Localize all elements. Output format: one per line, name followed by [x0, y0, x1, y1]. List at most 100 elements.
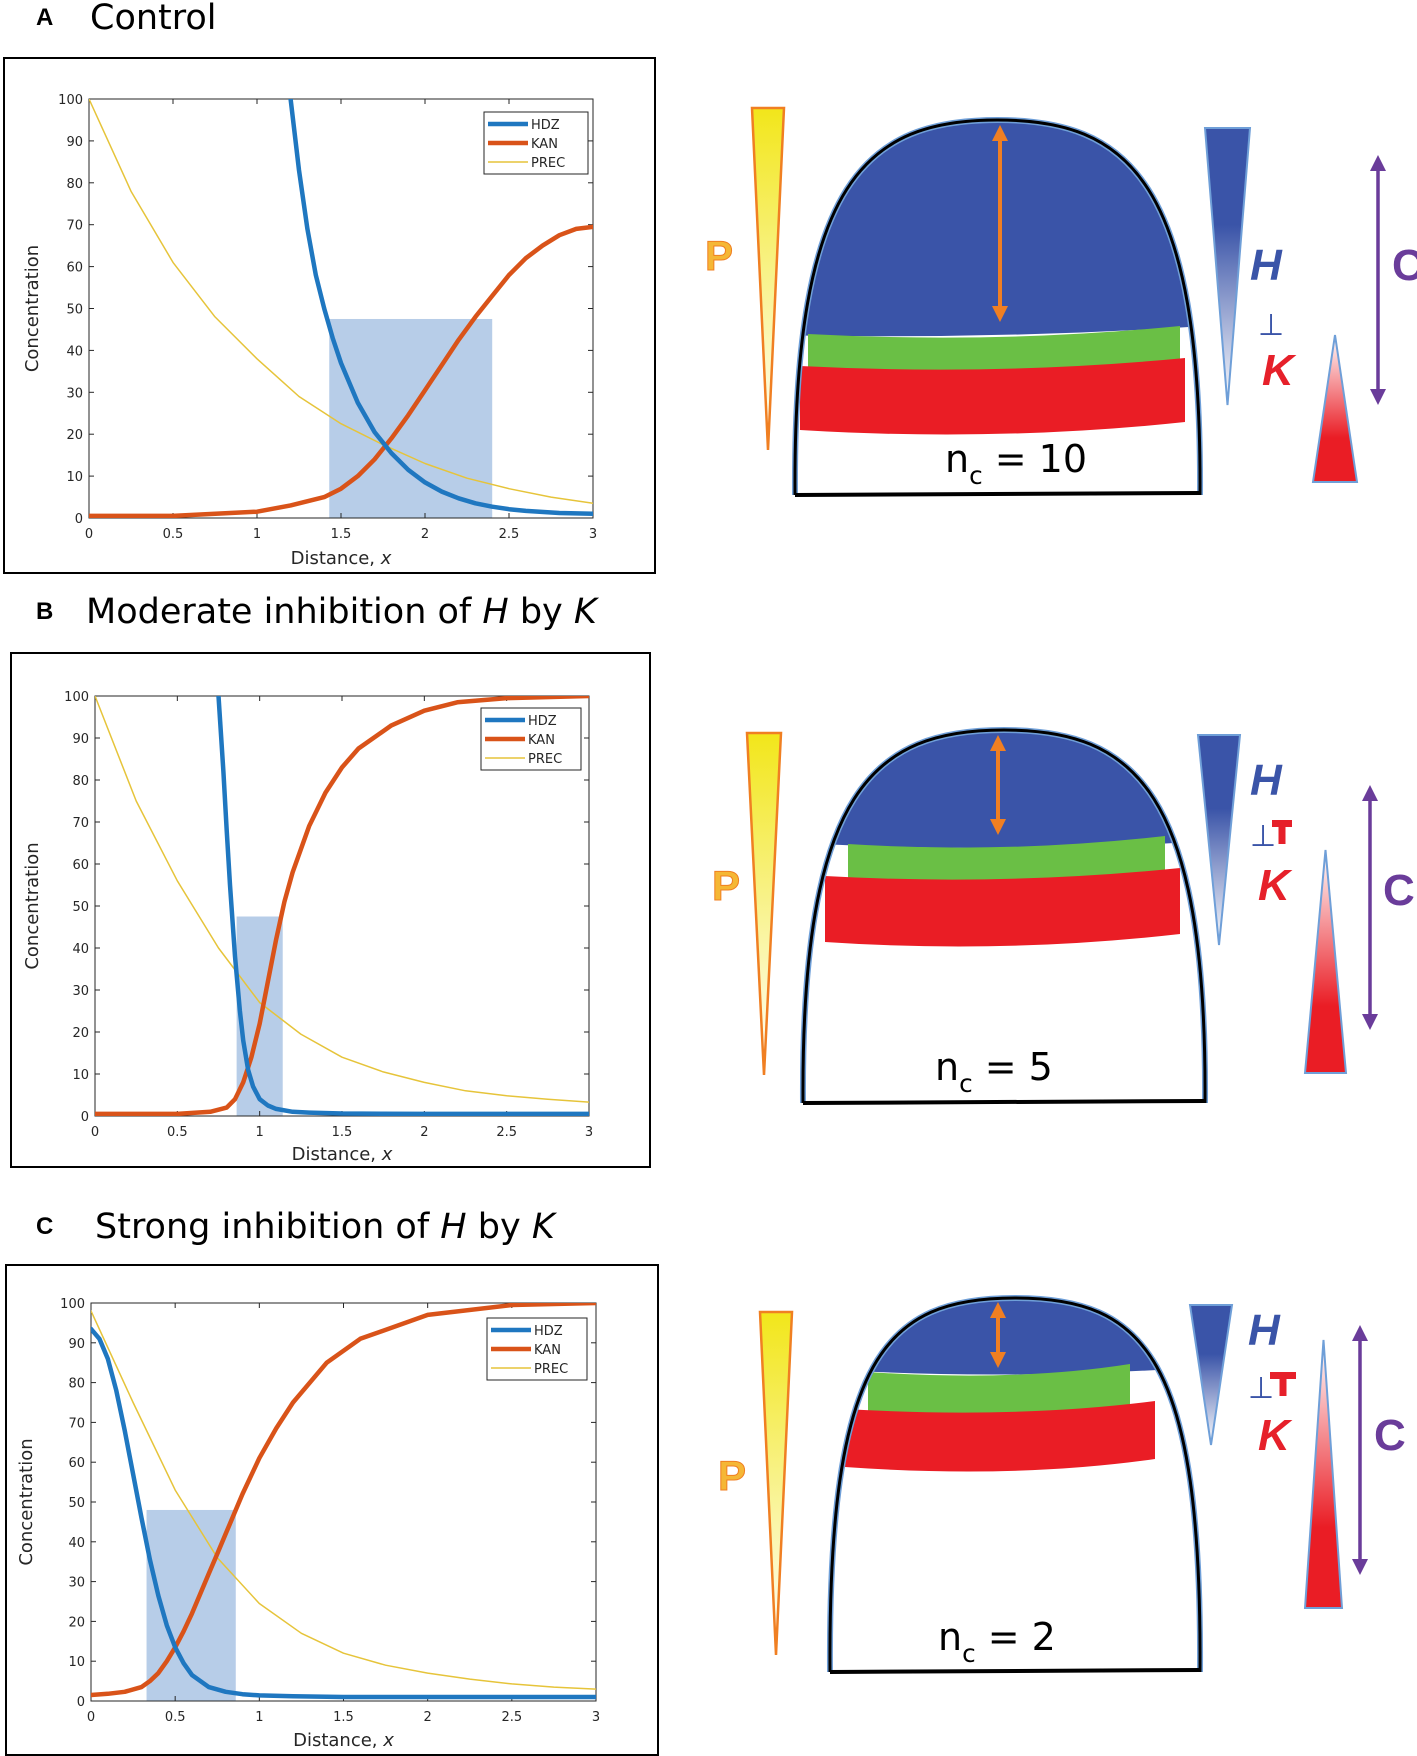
inhibition-symbol: ⊥ [1250, 819, 1276, 854]
title-part: by [466, 1207, 532, 1247]
y-tick-label: 90 [66, 135, 83, 150]
nc-n: n [935, 1045, 959, 1089]
dome-base [794, 491, 1201, 497]
x-axis-label-var: x [380, 548, 392, 569]
nc-n: n [945, 437, 969, 481]
y-tick-label: 40 [72, 942, 89, 957]
h-gradient-triangle [1188, 1304, 1234, 1446]
x-tick-label: 3 [592, 1710, 600, 1725]
c-arrow-head-bottom [1352, 1559, 1368, 1575]
h-label: H [1250, 756, 1283, 805]
x-tick-label: 0 [91, 1125, 99, 1140]
nc-value: = 10 [983, 437, 1087, 481]
dome-base [829, 1668, 1201, 1674]
series-prec-line [91, 1310, 596, 1690]
y-tick-label: 100 [64, 690, 89, 705]
y-tick-label: 80 [72, 774, 89, 789]
y-tick-label: 40 [66, 344, 83, 359]
panel-title: Control [90, 0, 217, 38]
series-hdz-line [91, 1326, 596, 1700]
inhibition-stem-red [1278, 820, 1286, 844]
title-part: Moderate inhibition of [86, 592, 483, 632]
y-tick-label: 70 [66, 219, 83, 234]
legend-entry-kan: KAN [534, 1343, 561, 1358]
p-label: P [718, 1452, 746, 1499]
x-axis-label-text: Distance, [293, 1730, 383, 1751]
x-tick-label: 3 [589, 527, 597, 542]
x-tick-label: 2 [421, 527, 429, 542]
k-label: K [1262, 346, 1297, 395]
orange-arrow-head-top [990, 1302, 1006, 1318]
legend-entry-prec: PREC [534, 1362, 568, 1377]
y-tick-label: 30 [72, 984, 89, 999]
c-arrow-head-top [1352, 1325, 1368, 1341]
title-part-k: K [573, 592, 597, 632]
legend-entry-hdz: HDZ [528, 714, 557, 729]
title-part: by [508, 592, 574, 632]
k-gradient-triangle [1303, 849, 1348, 1074]
dome-base [802, 1099, 1206, 1105]
y-tick-label: 30 [68, 1576, 85, 1591]
panel-title: Moderate inhibition of H by K [86, 592, 597, 632]
y-tick-label: 50 [72, 900, 89, 915]
y-tick-label: 70 [68, 1416, 85, 1431]
series-prec-line [89, 99, 593, 505]
y-tick-label: 60 [66, 261, 83, 276]
p-gradient-triangle [758, 1310, 794, 1656]
x-tick-label: 1 [253, 527, 261, 542]
nc-label: nc = 5 [935, 1045, 1053, 1098]
title-part-k: K [531, 1207, 555, 1247]
legend-entry-kan: KAN [528, 733, 555, 748]
red-zone [845, 1401, 1155, 1472]
y-tick-label: 100 [58, 93, 83, 108]
x-tick-label: 0.5 [165, 1710, 186, 1725]
k-label: K [1258, 1411, 1293, 1460]
x-tick-label: 1 [255, 1710, 263, 1725]
orange-arrow-head-top [990, 735, 1006, 751]
y-tick-label: 20 [72, 1026, 89, 1041]
series-prec-line [95, 696, 589, 1103]
y-axis-label: Concentration [22, 842, 43, 969]
k-label: K [1258, 861, 1293, 910]
dome-zones [794, 120, 1201, 435]
inhibition-stem-red [1279, 1372, 1287, 1396]
x-axis-label-var: x [381, 1144, 393, 1165]
panel-letter: A [36, 4, 54, 31]
x-axis-label-text: Distance, [292, 1144, 382, 1165]
nc-sub: c [959, 1069, 973, 1098]
series-hdz-line [216, 696, 589, 1116]
series-hdz-line [288, 99, 593, 517]
legend-entry-hdz: HDZ [534, 1324, 563, 1339]
y-tick-label: 0 [75, 512, 83, 527]
c-arrow-head-top [1370, 155, 1386, 171]
dome-outline [801, 728, 1207, 1104]
series-kan-line [95, 696, 589, 1116]
x-tick-label: 1 [256, 1125, 264, 1140]
h-gradient-triangle [1196, 734, 1242, 946]
h-gradient-triangle [1203, 127, 1252, 406]
orange-arrow-head-bottom [990, 1352, 1006, 1368]
green-zone [848, 836, 1165, 883]
x-tick-label: 2 [424, 1710, 432, 1725]
orange-arrow-head-bottom [990, 819, 1006, 835]
p-label: P [705, 232, 733, 279]
k-gradient-triangle [1311, 334, 1359, 483]
dome-outline [828, 1296, 1202, 1673]
dome-zones [829, 1298, 1201, 1472]
nc-sub: c [962, 1639, 976, 1668]
h-label: H [1248, 1306, 1281, 1355]
y-tick-label: 20 [66, 428, 83, 443]
nc-value: = 5 [973, 1045, 1053, 1089]
legend-entry-prec: PREC [528, 752, 562, 767]
orange-arrow-head-bottom [992, 306, 1008, 322]
x-tick-label: 0.5 [163, 527, 184, 542]
y-tick-label: 20 [68, 1615, 85, 1630]
y-tick-label: 40 [68, 1536, 85, 1551]
nc-value: = 2 [976, 1615, 1056, 1659]
x-axis-label: Distance, x [292, 1144, 393, 1165]
x-tick-label: 2 [420, 1125, 428, 1140]
c-label: C [1383, 866, 1415, 915]
